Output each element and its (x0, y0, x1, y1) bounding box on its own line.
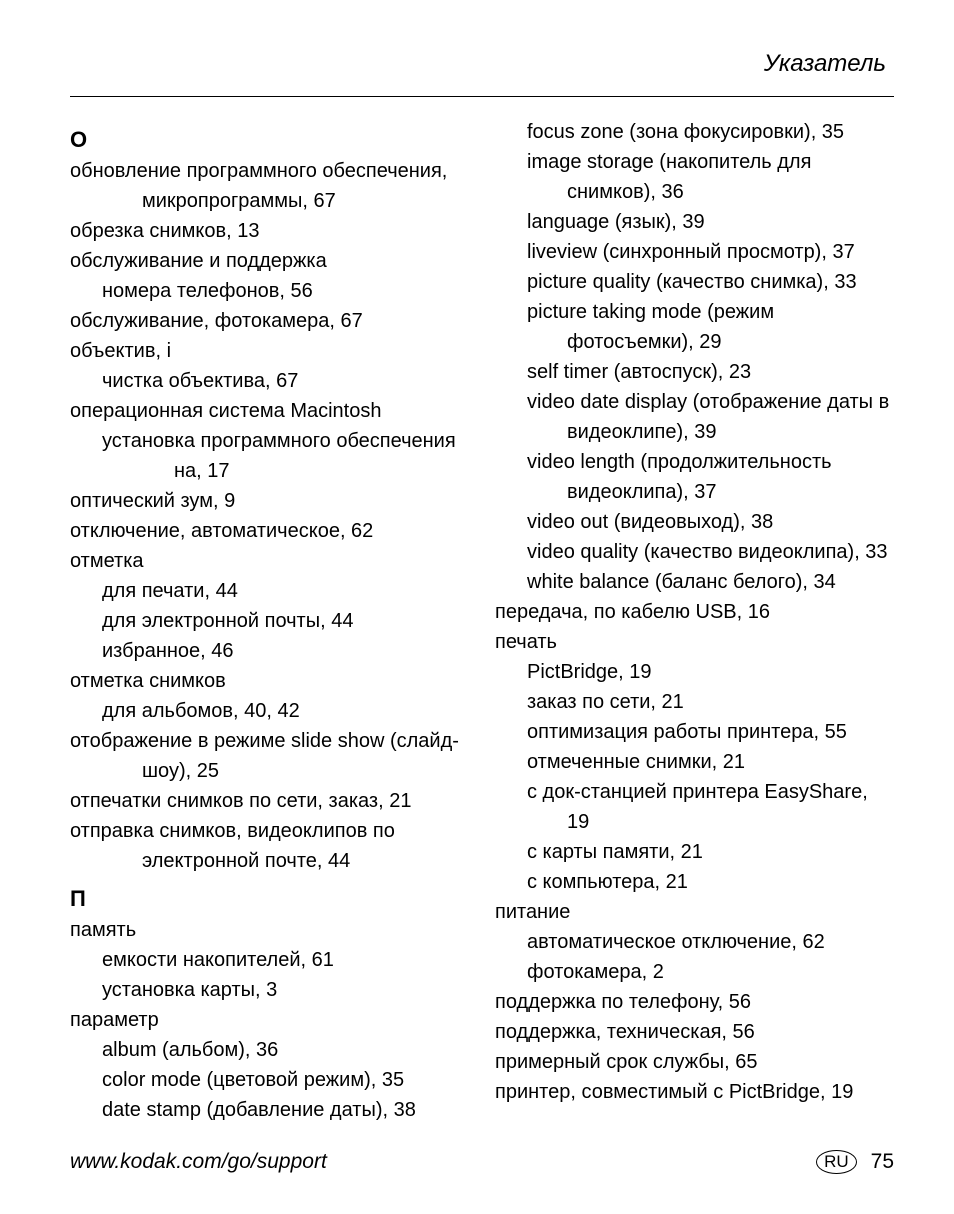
index-entry: оптимизация работы принтера, 55 (495, 717, 894, 747)
index-entry: примерный срок службы, 65 (495, 1047, 894, 1077)
page-footer: www.kodak.com/go/support RU 75 (70, 1150, 894, 1174)
index-entry: операционная система Macintosh (70, 396, 469, 426)
locale-badge: RU (816, 1150, 857, 1174)
index-columns: Ообновление программного обеспечения, ми… (70, 117, 894, 1125)
index-entry: album (альбом), 36 (70, 1035, 469, 1065)
index-entry: отметка (70, 546, 469, 576)
index-entry: объектив, i (70, 336, 469, 366)
index-entry: PictBridge, 19 (495, 657, 894, 687)
index-entry: заказ по сети, 21 (495, 687, 894, 717)
index-entry: питание (495, 897, 894, 927)
index-entry: self timer (автоспуск), 23 (495, 357, 894, 387)
index-entry: передача, по кабелю USB, 16 (495, 597, 894, 627)
index-entry: параметр (70, 1005, 469, 1035)
index-section-head: О (70, 123, 469, 156)
index-entry: отмеченные снимки, 21 (495, 747, 894, 777)
index-entry: поддержка, техническая, 56 (495, 1017, 894, 1047)
index-entry: white balance (баланс белого), 34 (495, 567, 894, 597)
index-entry: для альбомов, 40, 42 (70, 696, 469, 726)
index-entry: поддержка по телефону, 56 (495, 987, 894, 1017)
index-entry: с док-станцией принтера EasyShare, 19 (495, 777, 894, 837)
index-entry: для печати, 44 (70, 576, 469, 606)
index-entry: установка карты, 3 (70, 975, 469, 1005)
index-entry: picture quality (качество снимка), 33 (495, 267, 894, 297)
index-entry: чистка объектива, 67 (70, 366, 469, 396)
divider (70, 96, 894, 97)
index-entry: оптический зум, 9 (70, 486, 469, 516)
footer-url: www.kodak.com/go/support (70, 1150, 327, 1174)
left-column: Ообновление программного обеспечения, ми… (70, 117, 469, 1125)
index-entry: video quality (качество видеоклипа), 33 (495, 537, 894, 567)
page-number: 75 (871, 1150, 894, 1174)
index-entry: language (язык), 39 (495, 207, 894, 237)
footer-page-info: RU 75 (816, 1150, 894, 1174)
index-entry: video length (продолжительность видеокли… (495, 447, 894, 507)
index-entry: обрезка снимков, 13 (70, 216, 469, 246)
right-column: focus zone (зона фокусировки), 35image s… (495, 117, 894, 1125)
index-entry: с карты памяти, 21 (495, 837, 894, 867)
index-entry: video date display (отображение даты в в… (495, 387, 894, 447)
index-entry: отключение, автоматическое, 62 (70, 516, 469, 546)
index-entry: память (70, 915, 469, 945)
index-entry: для электронной почты, 44 (70, 606, 469, 636)
index-entry: liveview (синхронный просмотр), 37 (495, 237, 894, 267)
index-entry: date stamp (добавление даты), 38 (70, 1095, 469, 1125)
index-entry: избранное, 46 (70, 636, 469, 666)
index-entry: picture taking mode (режим фотосъемки), … (495, 297, 894, 357)
index-entry: обслуживание и поддержка (70, 246, 469, 276)
index-entry: номера телефонов, 56 (70, 276, 469, 306)
index-entry: обновление программного обеспечения, мик… (70, 156, 469, 216)
index-entry: автоматическое отключение, 62 (495, 927, 894, 957)
index-entry: принтер, совместимый с PictBridge, 19 (495, 1077, 894, 1107)
page-section-header: Указатель (70, 50, 894, 78)
index-entry: image storage (накопитель для снимков), … (495, 147, 894, 207)
index-entry: установка программного обеспечения на, 1… (70, 426, 469, 486)
index-entry: отпечатки снимков по сети, заказ, 21 (70, 786, 469, 816)
index-entry: video out (видеовыход), 38 (495, 507, 894, 537)
index-entry: color mode (цветовой режим), 35 (70, 1065, 469, 1095)
index-entry: печать (495, 627, 894, 657)
index-entry: фотокамера, 2 (495, 957, 894, 987)
index-section-head: П (70, 882, 469, 915)
index-entry: отображение в режиме slide show (слайд-ш… (70, 726, 469, 786)
index-entry: с компьютера, 21 (495, 867, 894, 897)
index-entry: отметка снимков (70, 666, 469, 696)
index-entry: обслуживание, фотокамера, 67 (70, 306, 469, 336)
index-entry: емкости накопителей, 61 (70, 945, 469, 975)
index-entry: focus zone (зона фокусировки), 35 (495, 117, 894, 147)
index-entry: отправка снимков, видеоклипов по электро… (70, 816, 469, 876)
